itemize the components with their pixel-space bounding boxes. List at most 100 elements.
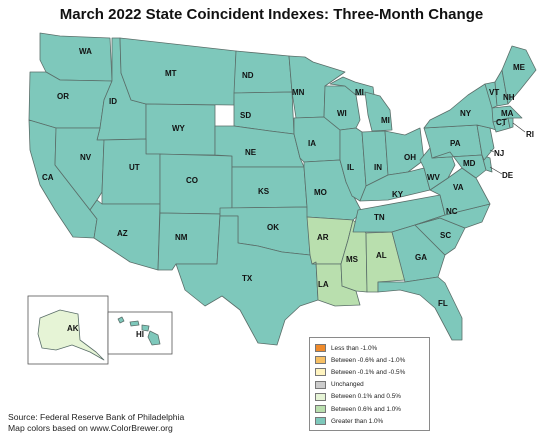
label-de: DE [502, 171, 514, 180]
label-nc: NC [446, 207, 458, 216]
label-wi: WI [337, 109, 347, 118]
label-nh: NH [503, 93, 515, 102]
label-mi: MI [381, 116, 390, 125]
label-sc: SC [440, 231, 451, 240]
legend-label: Between 0.1% and 0.5% [331, 393, 401, 401]
state-fl[interactable] [377, 276, 463, 341]
label-wv: WV [427, 173, 441, 182]
label-mo: MO [314, 188, 327, 197]
legend-swatch [315, 356, 326, 365]
state-oh[interactable] [384, 127, 425, 176]
label-az: AZ [117, 229, 128, 238]
legend-swatch [315, 380, 326, 389]
state-mt[interactable] [119, 37, 237, 106]
label-ky: KY [392, 190, 404, 199]
state-va[interactable] [429, 167, 491, 216]
legend-item: Greater than 1.0% [315, 415, 424, 427]
label-ca: CA [42, 173, 54, 182]
map-title: March 2022 State Coincident Indexes: Thr… [59, 6, 484, 23]
state-ma[interactable] [491, 105, 523, 123]
label-al: AL [376, 251, 387, 260]
label-nv: NV [80, 153, 92, 162]
legend-label: Greater than 1.0% [331, 417, 384, 425]
legend-item: Between -0.6% and -1.0% [315, 354, 424, 366]
label-ny: NY [460, 109, 472, 118]
label-tx: TX [242, 274, 253, 283]
state-hi-3[interactable] [141, 324, 150, 332]
label-id: ID [109, 97, 117, 106]
label-co: CO [186, 176, 198, 185]
label-tn: TN [374, 213, 385, 222]
label-ia: IA [308, 139, 316, 148]
state-hi-1[interactable] [117, 316, 125, 324]
label-ut: UT [129, 163, 140, 172]
label-mn: MN [292, 88, 305, 97]
label-nd: ND [242, 71, 254, 80]
state-ne[interactable] [214, 125, 305, 168]
legend-swatch [315, 405, 326, 414]
label-me: ME [513, 63, 526, 72]
label-pa: PA [450, 139, 461, 148]
label-la: LA [318, 280, 329, 289]
legend-label: Between -0.6% and -1.0% [331, 356, 406, 364]
source-line: Source: Federal Reserve Bank of Philadel… [8, 412, 185, 422]
label-ks: KS [258, 187, 270, 196]
state-ny[interactable] [423, 83, 497, 131]
state-hi-2[interactable] [129, 320, 140, 327]
leader-lines [489, 122, 526, 175]
legend-item: Between -0.1% and -0.5% [315, 366, 424, 378]
legend-swatch [315, 368, 326, 377]
label-hi: HI [136, 330, 144, 339]
label-ms: MS [346, 255, 359, 264]
state-ga[interactable] [391, 224, 446, 283]
label-mt: MT [165, 69, 177, 78]
state-tx[interactable] [175, 215, 319, 346]
label-or: OR [57, 92, 69, 101]
legend-label: Less than -1.0% [331, 344, 378, 352]
label-ar: AR [317, 233, 329, 242]
label-nj: NJ [494, 149, 504, 158]
state-ak[interactable] [37, 309, 105, 361]
label-fl: FL [438, 299, 448, 308]
label-ct: CT [496, 118, 507, 127]
label-oh: OH [404, 153, 416, 162]
legend-swatch [315, 344, 326, 353]
label-mi-up: MI [355, 88, 364, 97]
label-ak: AK [67, 324, 79, 333]
label-ok: OK [267, 223, 279, 232]
state-mi[interactable] [364, 91, 393, 132]
label-il: IL [347, 163, 354, 172]
label-nm: NM [175, 233, 188, 242]
label-va: VA [453, 183, 464, 192]
legend: Less than -1.0% Between -0.6% and -1.0% Be… [309, 337, 430, 431]
legend-label: Unchanged [331, 381, 364, 389]
label-in: IN [374, 163, 382, 172]
label-vt: VT [489, 88, 499, 97]
state-me[interactable] [501, 45, 537, 105]
label-ma: MA [501, 109, 514, 118]
nj-leader-line [489, 149, 495, 153]
label-md: MD [463, 159, 476, 168]
legend-item: Less than -1.0% [315, 342, 424, 354]
legend-item: Unchanged [315, 379, 424, 391]
label-wa: WA [79, 47, 92, 56]
state-mi-up[interactable] [329, 76, 375, 96]
colorbrewer-line: Map colors based on www.ColorBrewer.org [8, 423, 173, 433]
legend-item: Between 0.1% and 0.5% [315, 391, 424, 403]
state-nm[interactable] [157, 212, 221, 271]
state-ks[interactable] [231, 166, 308, 209]
label-sd: SD [240, 111, 251, 120]
ct-leader-line [501, 123, 506, 127]
label-ne: NE [245, 148, 257, 157]
label-ri: RI [526, 130, 534, 139]
legend-label: Between -0.1% and -0.5% [331, 368, 406, 376]
state-wa[interactable] [39, 32, 113, 82]
de-leader-line [489, 166, 503, 175]
state-hi-4[interactable] [147, 330, 161, 346]
legend-item: Between 0.6% and 1.0% [315, 403, 424, 415]
source-note: Source: Federal Reserve Bank of Philadel… [8, 412, 184, 434]
ri-leader-line [512, 122, 526, 133]
legend-swatch [315, 392, 326, 401]
state-or[interactable] [28, 71, 113, 129]
